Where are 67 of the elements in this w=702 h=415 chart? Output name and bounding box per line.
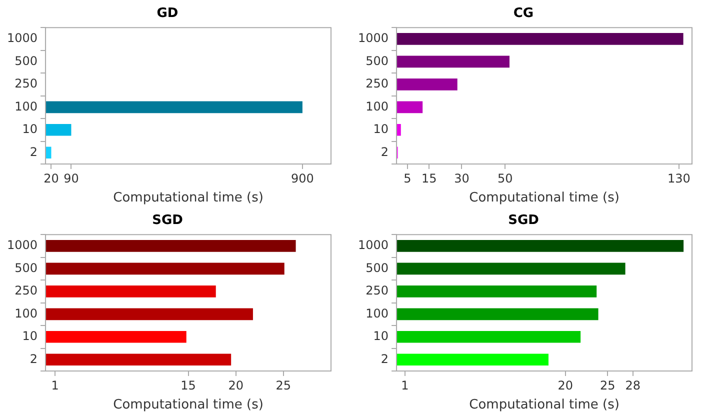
bar	[396, 308, 598, 320]
y-tick-label: 10	[373, 329, 389, 344]
bar	[396, 240, 684, 252]
y-tick-label: 2	[30, 144, 38, 159]
bar	[396, 56, 510, 68]
x-axis-title: Computational time (s)	[113, 398, 264, 413]
y-tick-label: 100	[366, 306, 389, 320]
y-tick-label: 100	[366, 99, 389, 114]
bar	[396, 101, 423, 114]
x-tick-label: 28	[625, 378, 641, 392]
bar	[46, 330, 186, 343]
x-tick-label: 5	[404, 171, 412, 186]
y-tick-label: 250	[14, 284, 38, 298]
chart-title: CG	[513, 6, 534, 22]
bar	[46, 286, 216, 298]
y-tick-label: 100	[14, 306, 38, 320]
bar	[46, 308, 253, 320]
x-tick-label: 20	[44, 171, 59, 186]
x-axis-title: Computational time (s)	[469, 190, 620, 206]
chart-title: GD	[156, 6, 178, 22]
x-tick-label: 20	[228, 378, 244, 392]
y-tick-label: 500	[366, 260, 389, 275]
y-tick-label: 2	[380, 144, 389, 159]
x-tick-label: 15	[180, 378, 196, 392]
x-tick-label: 900	[291, 171, 314, 186]
x-tick-label: 15	[421, 171, 437, 186]
x-tick-label: 25	[600, 378, 616, 392]
y-tick-label: 10	[22, 122, 38, 136]
x-tick-label: 50	[498, 171, 513, 186]
y-tick-label: 2	[380, 352, 389, 366]
bar	[46, 101, 302, 114]
y-tick-label: 250	[14, 76, 38, 91]
bar	[396, 78, 458, 90]
x-axis-title: Computational time (s)	[113, 190, 264, 206]
bar	[46, 124, 72, 136]
bar	[396, 124, 401, 136]
bar	[46, 262, 284, 275]
x-tick-label: 30	[454, 171, 470, 186]
y-tick-label: 250	[366, 284, 389, 298]
bar	[46, 240, 296, 252]
y-tick-label: 10	[22, 329, 38, 344]
bar	[396, 286, 597, 298]
x-tick-label: 130	[668, 171, 690, 186]
x-tick-label: 25	[276, 378, 292, 392]
chart-title: SGD	[508, 213, 540, 228]
y-tick-label: 500	[14, 54, 38, 68]
y-tick-label: 1000	[358, 238, 389, 252]
y-tick-label: 1000	[6, 31, 38, 46]
y-tick-label: 500	[14, 260, 38, 275]
y-tick-label: 500	[366, 54, 389, 68]
x-tick-label: 90	[64, 171, 79, 186]
x-tick-label: 20	[558, 378, 574, 392]
y-tick-label: 1000	[6, 238, 38, 252]
x-axis-title: Computational time (s)	[469, 398, 620, 413]
bar	[46, 354, 232, 366]
bar	[396, 262, 626, 275]
bar	[396, 33, 684, 45]
y-tick-label: 10	[373, 122, 389, 136]
x-tick-label: 1	[51, 378, 59, 392]
y-tick-label: 1000	[358, 31, 389, 46]
chart-title: SGD	[152, 213, 184, 228]
y-tick-label: 2	[30, 352, 38, 366]
y-tick-label: 100	[14, 99, 38, 114]
y-tick-label: 250	[366, 76, 389, 91]
bar	[396, 330, 581, 343]
x-tick-label: 1	[401, 378, 409, 392]
bar	[396, 354, 548, 366]
